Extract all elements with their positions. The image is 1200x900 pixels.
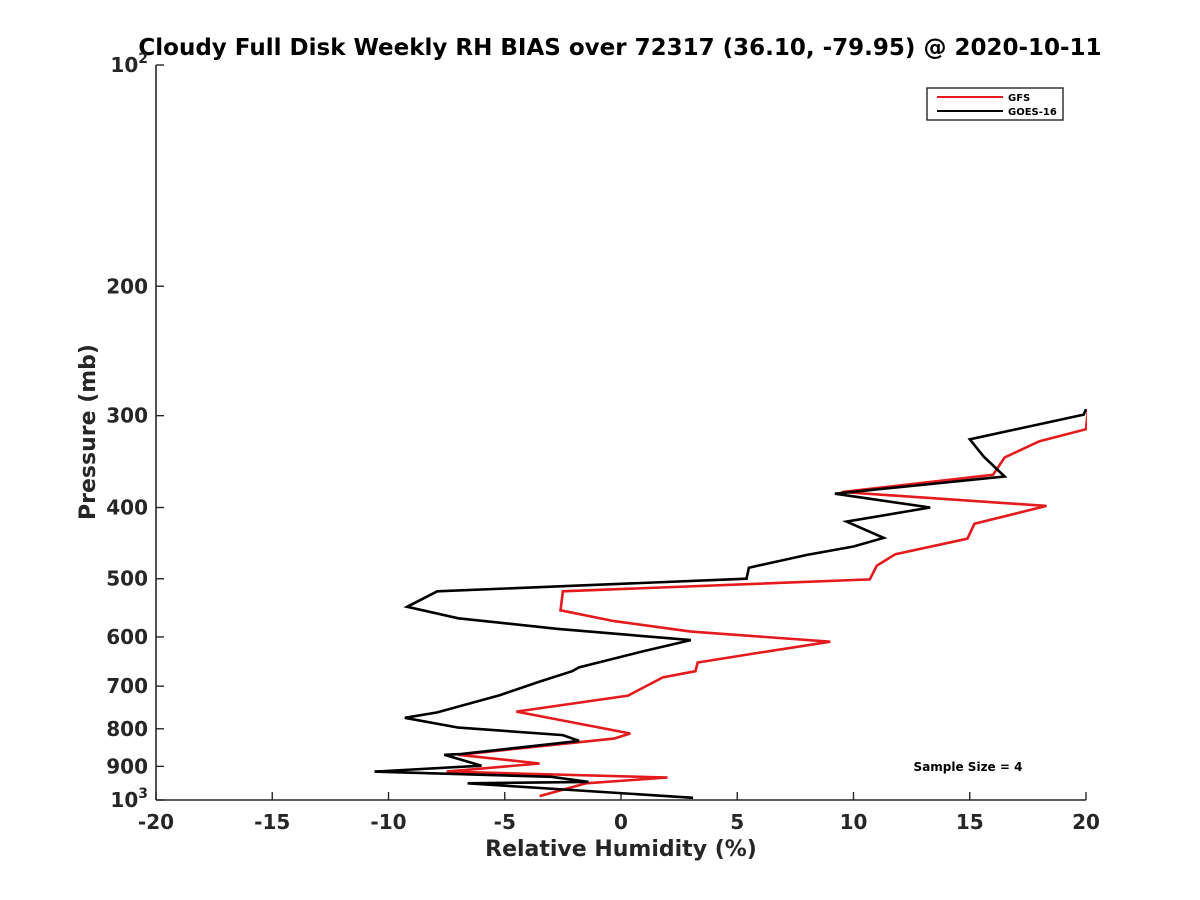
sample-size-annotation: Sample Size = 4 [914,760,1023,774]
series-line-goes16 [374,408,1087,800]
x-tick-label: 10 [840,810,868,834]
y-tick-label: 700 [106,674,148,698]
y-tick-label: 103 [110,786,148,812]
x-tick-label: -5 [494,810,516,834]
y-tick-label: 102 [110,51,148,77]
x-tick-label: 20 [1072,810,1100,834]
legend-label-goes16: GOES-16 [1008,107,1057,118]
x-tick-label: -20 [138,810,174,834]
x-tick-label: -15 [254,810,290,834]
x-tick-label: 0 [614,810,628,834]
x-axis-ticks: -20 -15 -10 -5 0 5 10 15 20 [138,792,1100,834]
y-tick-label: 300 [106,404,148,428]
plot-axes [155,65,1086,801]
x-tick-label: 5 [730,810,744,834]
y-tick-label: 400 [106,496,148,520]
y-axis-label: Pressure (mb) [76,344,101,520]
y-tick-label: 500 [106,567,148,591]
y-tick-label: 200 [106,274,148,298]
legend-box [926,87,1064,121]
series-line-gfs [446,406,1087,798]
chart-title: Cloudy Full Disk Weekly RH BIAS over 723… [138,35,1101,61]
y-tick-label: 900 [106,754,148,778]
y-tick-label: 600 [106,625,148,649]
y-tick-label: 800 [106,717,148,741]
x-tick-label: -10 [370,810,406,834]
x-tick-label: 15 [956,810,984,834]
chart-legend: GFS GOES-16 [926,87,1064,121]
y-axis-ticks: 102 200 300 400 500 600 700 800 900 103 [106,51,164,812]
legend-label-gfs: GFS [1008,93,1030,104]
data-series [374,406,1087,800]
x-axis-label: Relative Humidity (%) [485,837,757,862]
